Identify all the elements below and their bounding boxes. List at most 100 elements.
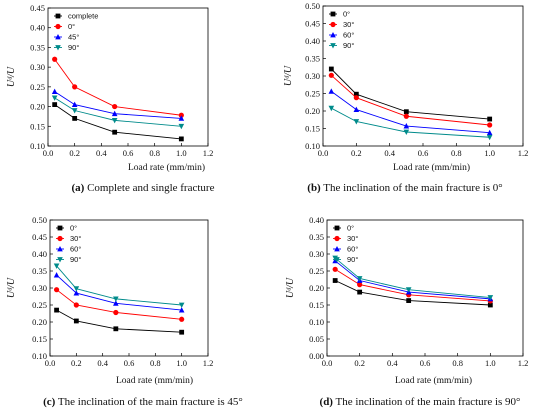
x-tick-label: 1.2 xyxy=(518,358,529,368)
x-tick-label: 0.4 xyxy=(97,358,108,368)
legend-label: 30° xyxy=(347,234,358,243)
legend-label: 90° xyxy=(68,43,79,52)
y-tick-label: 0.35 xyxy=(30,42,45,52)
data-point xyxy=(179,329,185,335)
data-point xyxy=(113,300,119,306)
data-point xyxy=(179,316,185,322)
data-point xyxy=(73,318,79,324)
y-tick-label: 0.05 xyxy=(309,334,324,344)
y-tick-label: 0.30 xyxy=(309,249,324,259)
data-point xyxy=(72,116,78,121)
y-tick-label: 0.45 xyxy=(32,232,47,242)
data-point xyxy=(52,56,58,62)
series-line xyxy=(331,68,490,120)
data-point xyxy=(353,95,359,101)
legend-label: 0° xyxy=(70,224,77,233)
legend-marker xyxy=(334,235,340,242)
data-point xyxy=(52,102,58,107)
y-tick-label: 0.30 xyxy=(30,62,45,72)
caption-text: The inclination of the main fracture is … xyxy=(321,182,503,194)
y-axis-label: Uᵈ/U xyxy=(6,277,17,298)
x-tick-label: 1.2 xyxy=(203,148,214,158)
y-tick-label: 0.20 xyxy=(309,283,324,293)
caption-text: The inclination of the main fracture is … xyxy=(333,396,520,408)
x-tick-label: 0.4 xyxy=(96,148,107,158)
legend-label: 90° xyxy=(343,41,354,50)
x-tick-label: 1.0 xyxy=(484,148,495,158)
x-tick-label: 0.6 xyxy=(420,358,431,368)
y-tick-label: 0.35 xyxy=(305,54,320,64)
x-axis-label: Load rate (mm/min) xyxy=(395,375,472,386)
data-point xyxy=(112,103,118,110)
y-tick-label: 0.25 xyxy=(309,266,324,276)
series-line xyxy=(56,274,182,311)
x-tick-label: 1.2 xyxy=(518,148,529,158)
legend-marker xyxy=(57,257,63,263)
y-tick-label: 0.00 xyxy=(309,351,324,361)
data-point xyxy=(113,309,119,316)
caption-letter: (c) xyxy=(43,396,56,408)
legend-marker xyxy=(57,246,63,252)
y-tick-label: 0.30 xyxy=(305,71,320,81)
legend-marker xyxy=(330,11,336,17)
legend-label: 0° xyxy=(343,10,350,19)
data-point xyxy=(328,88,335,94)
x-tick-label: 0.6 xyxy=(124,358,135,368)
x-tick-label: 0.4 xyxy=(384,148,395,158)
data-point xyxy=(486,134,493,141)
x-tick-label: 0.0 xyxy=(45,358,56,368)
data-point xyxy=(111,110,118,117)
y-axis-label: Uᵈ/U xyxy=(285,277,296,298)
data-point xyxy=(328,105,335,112)
data-point xyxy=(178,136,184,142)
x-tick-label: 0.2 xyxy=(354,358,365,368)
x-axis-label: Load rate (mm/min) xyxy=(116,375,193,386)
y-tick-label: 0.15 xyxy=(305,124,320,134)
caption-text: Complete and single fracture xyxy=(84,182,214,194)
x-tick-label: 0.2 xyxy=(71,358,82,368)
legend-marker xyxy=(55,34,61,40)
x-tick-label: 0.2 xyxy=(351,148,362,158)
data-point xyxy=(53,263,60,269)
legend-label: 0° xyxy=(347,224,354,233)
y-tick-label: 0.45 xyxy=(305,19,320,29)
x-tick-label: 0.6 xyxy=(418,148,429,158)
data-point xyxy=(328,72,334,78)
y-tick-label: 0.10 xyxy=(30,141,45,151)
data-point xyxy=(487,302,493,308)
data-point xyxy=(356,276,363,282)
legend-marker xyxy=(55,45,61,51)
series-line xyxy=(54,104,182,140)
legend-marker xyxy=(330,21,336,28)
data-point xyxy=(332,278,338,283)
figure-caption: (c) The inclination of the main fracture… xyxy=(43,396,243,408)
data-point xyxy=(353,106,360,112)
data-point xyxy=(357,289,363,295)
series-line xyxy=(56,265,182,306)
y-tick-label: 0.15 xyxy=(32,334,47,344)
chart-panel-d: 0.0 0.2 0.4 0.6 0.8 1.0 1.2 0.00 0.05 0.10 0.15 0.2… xyxy=(285,215,528,408)
caption-letter: (a) xyxy=(72,182,85,194)
series-line xyxy=(334,280,491,306)
data-point xyxy=(178,307,185,313)
legend-marker xyxy=(55,23,61,30)
y-tick-label: 0.50 xyxy=(32,215,47,225)
data-point xyxy=(51,95,58,101)
x-tick-label: 1.0 xyxy=(176,358,187,368)
y-tick-label: 0.10 xyxy=(305,141,320,151)
y-tick-label: 0.40 xyxy=(309,215,324,225)
data-point xyxy=(406,298,412,303)
y-axis-label: Uᵈ/U xyxy=(283,65,294,86)
data-point xyxy=(51,88,58,94)
y-tick-label: 0.10 xyxy=(309,317,324,327)
data-point xyxy=(53,272,60,278)
series-line xyxy=(56,289,182,320)
data-point xyxy=(113,296,119,302)
legend-label: 30° xyxy=(70,234,81,243)
legend-marker xyxy=(57,225,63,231)
series-line xyxy=(54,91,182,119)
y-tick-label: 0.10 xyxy=(32,351,47,361)
data-point xyxy=(353,119,360,125)
legend-label: 45° xyxy=(68,33,79,42)
series-line xyxy=(334,257,491,298)
